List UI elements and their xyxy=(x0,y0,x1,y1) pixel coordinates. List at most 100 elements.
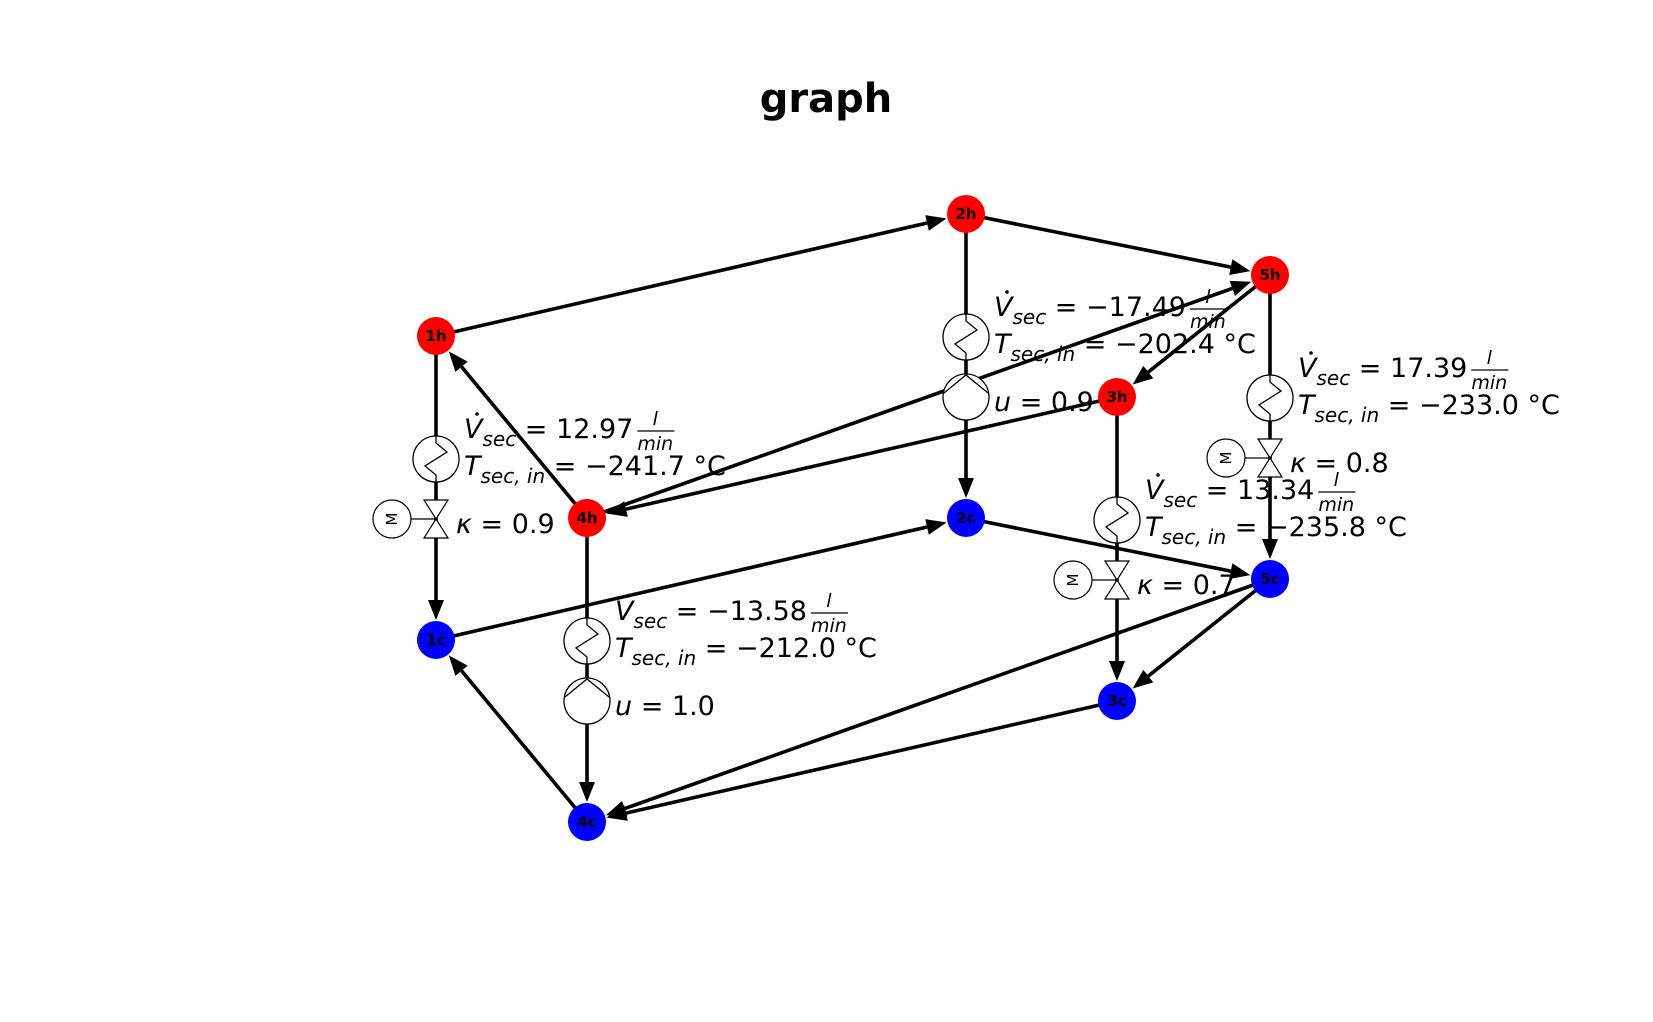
heat-exchanger-icon xyxy=(412,435,460,483)
edge-4c-1c xyxy=(448,655,589,824)
node-circle xyxy=(1251,560,1289,598)
edge-line xyxy=(1147,273,1272,374)
heat-exchanger-icon xyxy=(563,617,611,665)
node-2c: 2c xyxy=(947,499,985,537)
v-sec-value: 13.34 xyxy=(1237,475,1314,506)
edge-1c-2c xyxy=(435,519,947,642)
unit-denominator: min xyxy=(1318,494,1354,516)
node-1h: 1h xyxy=(417,317,455,355)
valve-icon: M xyxy=(1206,438,1284,478)
node-circle xyxy=(1251,256,1289,294)
edge-arrowhead xyxy=(1109,661,1125,681)
motor-label: M xyxy=(1217,452,1235,465)
heat-exchanger-icon xyxy=(942,313,990,361)
edge-5h-3h xyxy=(1132,273,1272,385)
v-sec-label: Vsec = 12.97 xyxy=(464,414,633,451)
edge-arrowhead xyxy=(1229,280,1252,296)
node-label: 2c xyxy=(956,509,975,527)
edge-5c-4c xyxy=(605,577,1271,817)
node-label: 3h xyxy=(1106,388,1127,406)
node-4c: 4c xyxy=(568,803,606,841)
unit-denominator: min xyxy=(1471,372,1507,394)
node-label: 4h xyxy=(576,509,597,527)
v-sec-value: 17.39 xyxy=(1390,353,1467,384)
v-sec-label: Vsec = −17.49 xyxy=(994,292,1186,329)
t-sec-in-label: Tsec, in = −212.0 °C xyxy=(615,633,877,670)
t-sec-in-value: −233.0 xyxy=(1419,390,1519,421)
t-sec-in-value: −235.8 xyxy=(1266,512,1366,543)
edge-line xyxy=(625,699,1118,815)
t-sec-in-label: Tsec, in = −241.7 °C xyxy=(464,451,726,488)
edge-arrowhead xyxy=(1229,259,1251,275)
u-label: u = 0.9 xyxy=(994,387,1094,418)
t-sec-in-label: Tsec, in = −202.4 °C xyxy=(994,329,1256,366)
nodes-layer: 1h 2h 3h 4h 5h 1c 2c 3c 4c 5c xyxy=(417,195,1289,841)
motor-label: M xyxy=(383,513,401,526)
edge-line xyxy=(624,577,1271,811)
edge-arrowhead xyxy=(1229,563,1251,579)
unit-denominator: min xyxy=(637,433,673,455)
edge-4h-5h xyxy=(586,280,1252,520)
edge-4h-1h xyxy=(448,351,589,520)
v-sec-label: Vsec = −13.58 xyxy=(615,596,807,633)
edge-line xyxy=(1147,577,1272,678)
v-sec-value: −13.58 xyxy=(707,596,807,627)
control-value: 1.0 xyxy=(672,691,715,722)
t-sec-in-label: Tsec, in = −233.0 °C xyxy=(1298,390,1560,427)
edge-line xyxy=(460,365,589,520)
u-label: u = 1.0 xyxy=(615,691,715,722)
kappa-label: κ = 0.8 xyxy=(1290,448,1389,479)
node-label: 5c xyxy=(1260,570,1279,588)
node-1c: 1c xyxy=(417,621,455,659)
v-sec-label: Vsec = 13.34 xyxy=(1145,475,1314,512)
edge-1h-2h xyxy=(435,215,947,338)
unit-denominator: min xyxy=(1190,311,1226,333)
edge-2h-5h xyxy=(965,212,1251,275)
node-circle xyxy=(947,499,985,537)
node-3h: 3h xyxy=(1098,378,1136,416)
heat-exchanger-icon xyxy=(1093,496,1141,544)
edge-line xyxy=(625,395,1118,511)
edge-arrowhead xyxy=(1132,365,1154,385)
node-label: 4c xyxy=(577,813,596,831)
edge-arrowhead xyxy=(428,600,444,620)
edge-arrowhead xyxy=(958,478,974,498)
unit-numerator: l xyxy=(1487,347,1493,369)
unit-numerator: l xyxy=(653,408,659,430)
unit-numerator: l xyxy=(1205,286,1211,308)
control-value: 0.7 xyxy=(1193,570,1236,601)
edge-arrowhead xyxy=(1262,539,1278,559)
pump-icon xyxy=(942,373,990,421)
edge-arrowhead xyxy=(1132,669,1154,689)
edge-arrowhead xyxy=(925,215,947,231)
edge-arrowhead xyxy=(448,655,468,676)
edge-line xyxy=(586,286,1233,520)
motor-icon xyxy=(1206,438,1246,478)
node-2h: 2h xyxy=(947,195,985,233)
edge-arrowhead xyxy=(925,519,947,535)
node-5h: 5h xyxy=(1251,256,1289,294)
node-label: 1c xyxy=(426,631,445,649)
unit-denominator: min xyxy=(811,615,847,637)
node-circle xyxy=(417,621,455,659)
node-3c: 3c xyxy=(1098,682,1136,720)
t-sec-in-value: −212.0 xyxy=(736,633,836,664)
node-circle xyxy=(568,499,606,537)
node-label: 5h xyxy=(1259,266,1280,284)
v-sec-label: Vsec = 17.39 xyxy=(1298,353,1467,390)
edge-line xyxy=(965,516,1232,573)
v-sec-value: −17.49 xyxy=(1086,292,1186,323)
unit-numerator: l xyxy=(1334,469,1340,491)
kappa-label: κ = 0.7 xyxy=(1137,570,1236,601)
node-label: 3c xyxy=(1107,692,1126,710)
node-circle xyxy=(568,803,606,841)
control-value: 0.8 xyxy=(1346,448,1389,479)
valve-icon: M xyxy=(1053,560,1131,600)
edge-arrowhead xyxy=(579,782,595,802)
node-circle xyxy=(1098,682,1136,720)
